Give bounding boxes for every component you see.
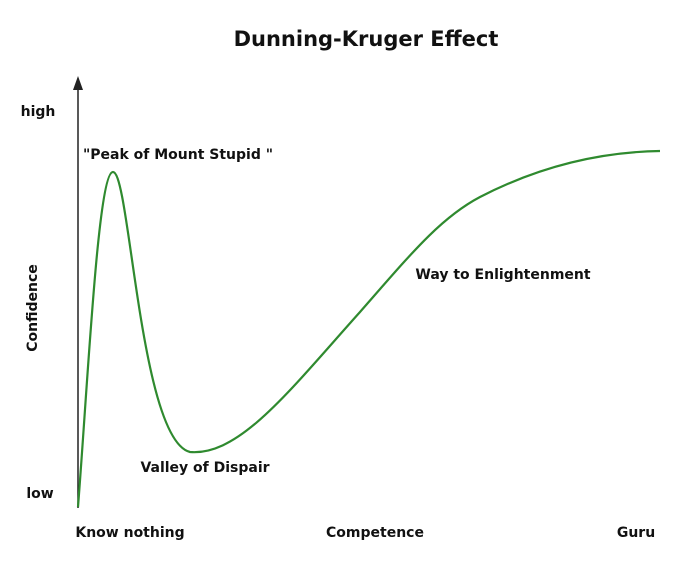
slope-annotation: Way to Enlightenment xyxy=(415,267,590,283)
x-axis-label: Competence xyxy=(326,525,424,541)
valley-annotation: Valley of Dispair xyxy=(140,460,269,476)
x-start-label: Know nothing xyxy=(75,525,184,541)
x-end-label: Guru xyxy=(617,525,655,541)
confidence-curve xyxy=(76,149,661,508)
y-high-label: high xyxy=(21,104,56,120)
y-low-label: low xyxy=(26,486,53,502)
y-axis-arrow xyxy=(73,76,83,90)
y-axis-label: Confidence xyxy=(25,264,41,352)
title: Dunning-Kruger Effect xyxy=(234,27,499,51)
peak-annotation: "Peak of Mount Stupid " xyxy=(83,147,273,163)
